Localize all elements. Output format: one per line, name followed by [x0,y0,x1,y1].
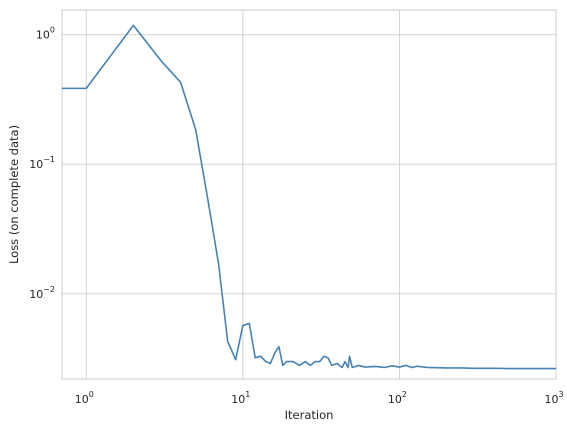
plot-frame [61,9,557,380]
x-tick-labels: 100 101 102 103 [75,390,564,406]
y-tick-label: 100 [36,26,55,42]
x-axis-label: Iteration [285,408,334,422]
x-tick-label: 103 [544,390,563,406]
y-tick-label: 10−2 [29,285,55,301]
x-tick-label: 100 [75,390,94,406]
x-tick-label: 101 [231,390,250,406]
series-group [62,24,556,370]
loss-series-line [62,24,556,370]
y-tick-labels: 100 10−1 10−2 [29,26,55,301]
plot-area [62,10,556,379]
x-tick-label: 102 [388,390,407,406]
y-tick-label: 10−1 [29,155,55,171]
y-axis-label: Loss (on complete data) [7,125,21,264]
